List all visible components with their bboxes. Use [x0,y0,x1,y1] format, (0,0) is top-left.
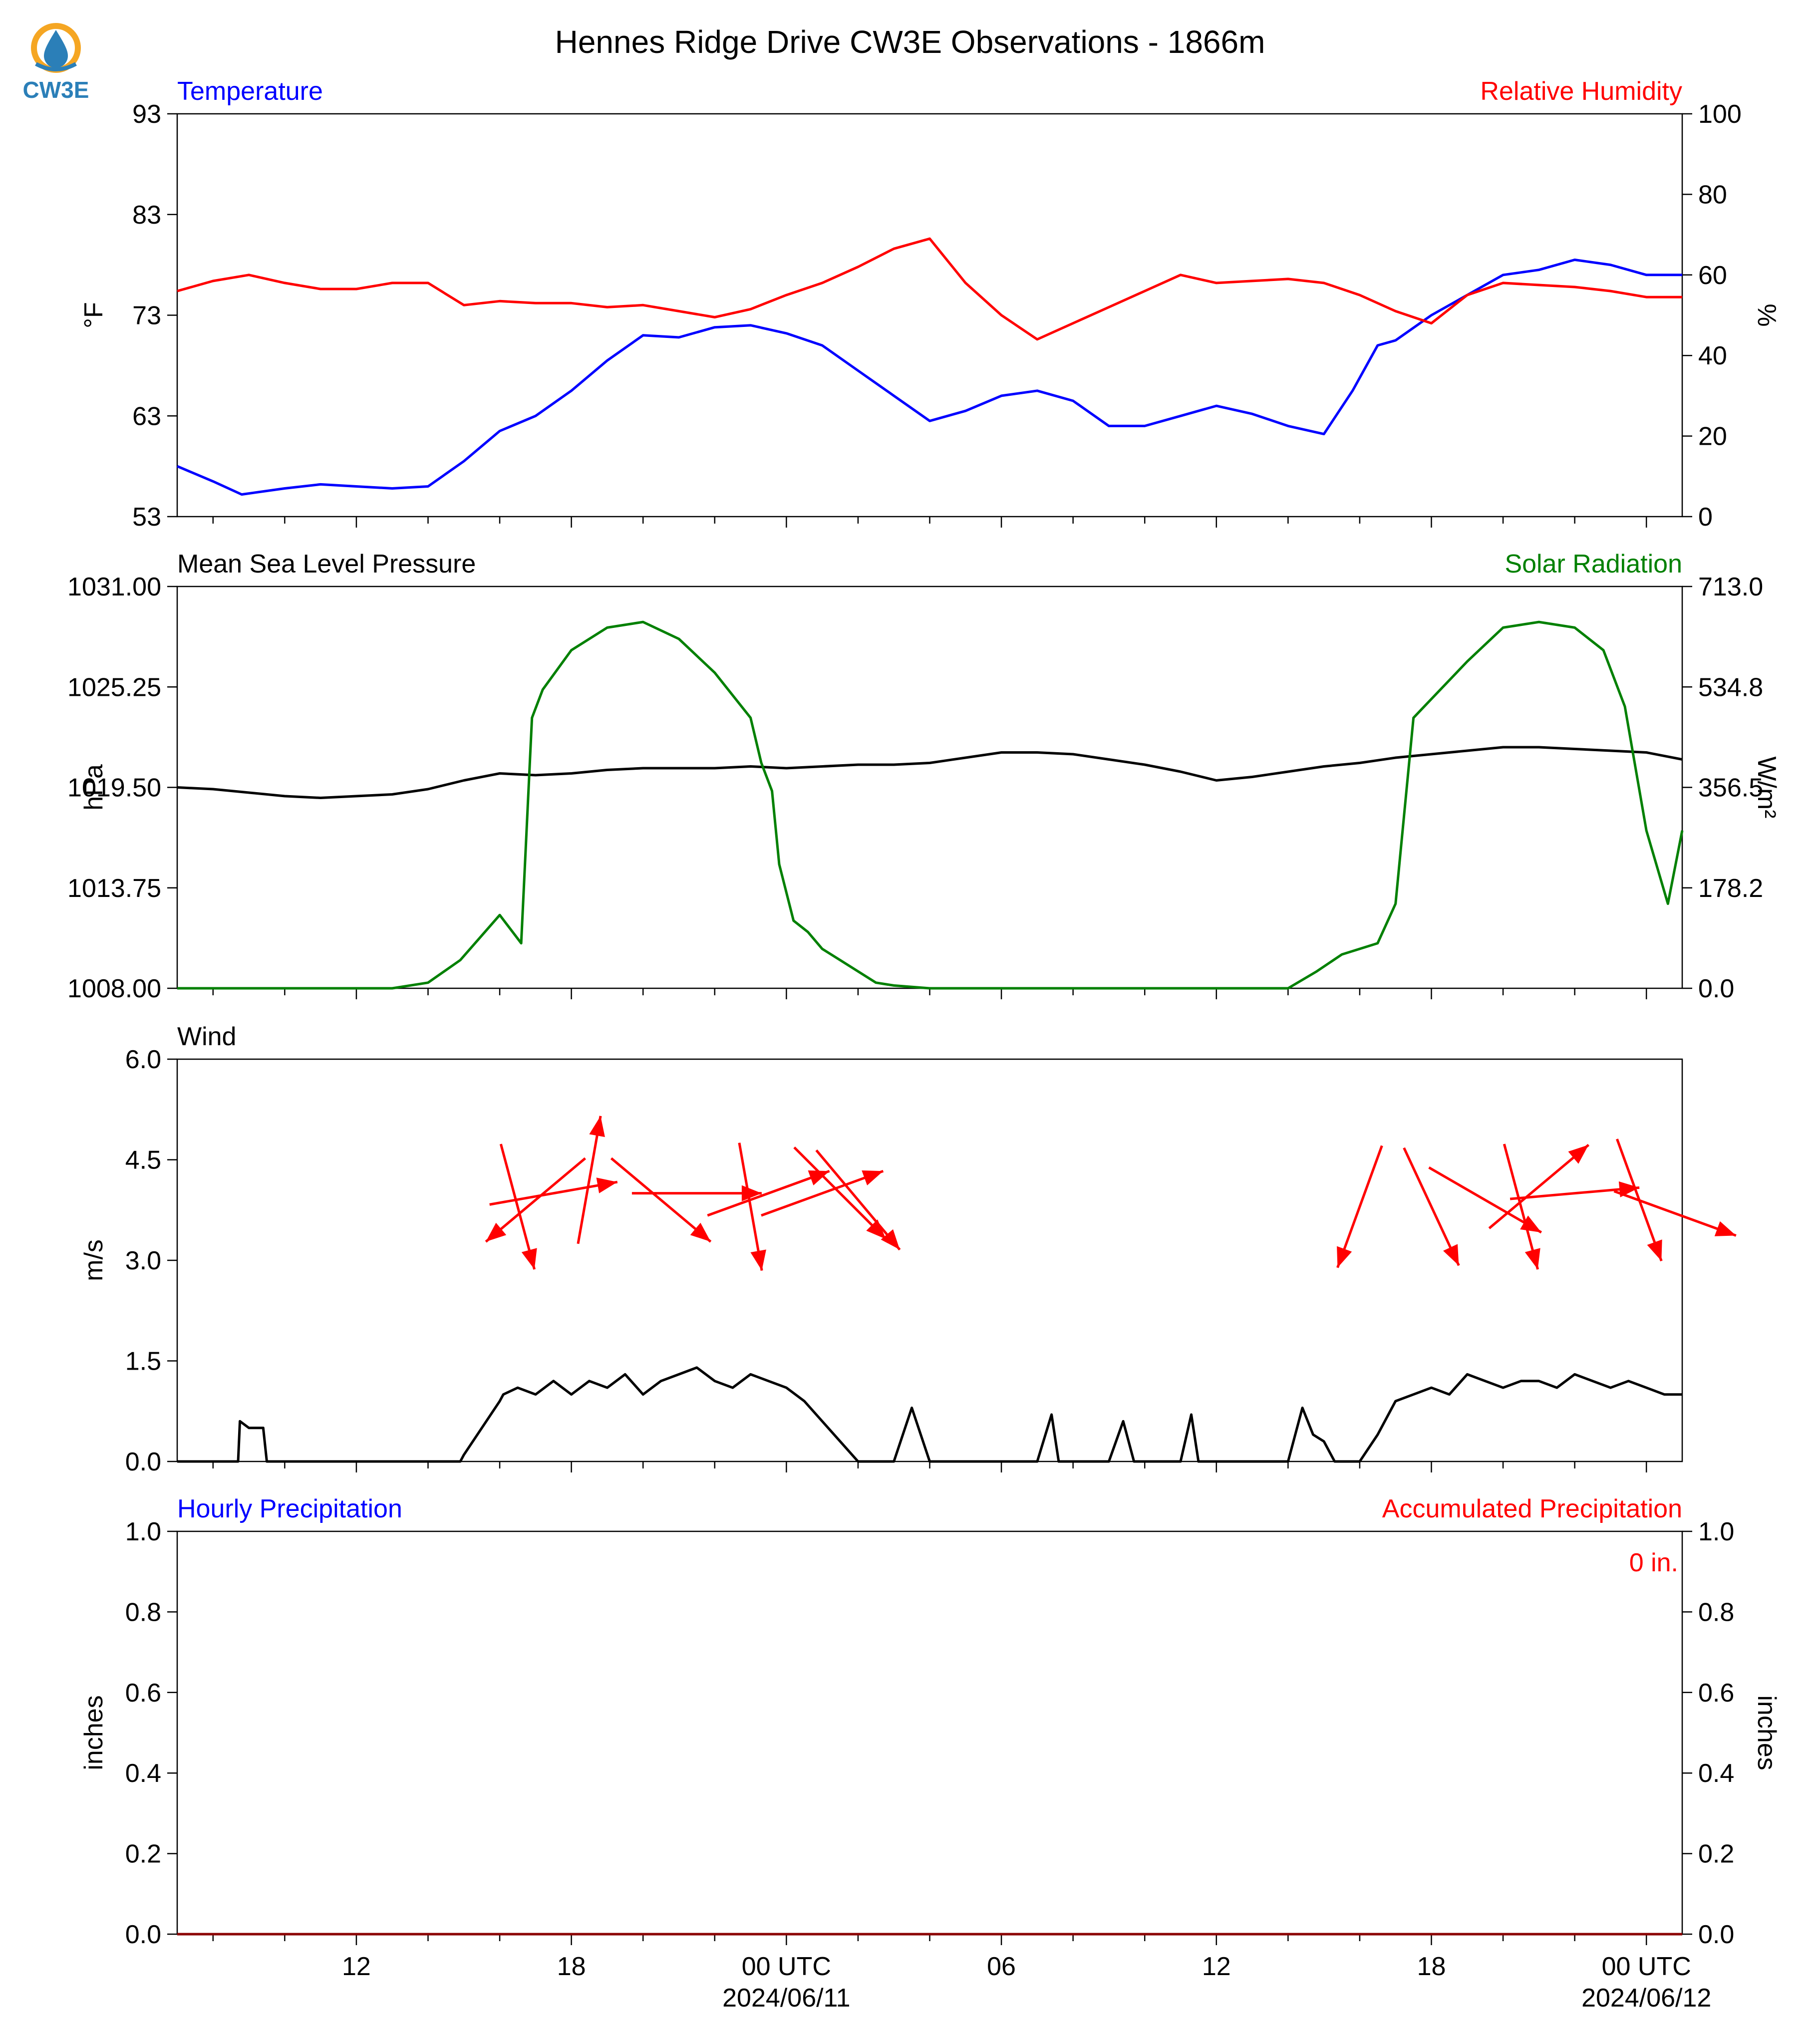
y-tick-label: 1019.50 [67,774,161,803]
panel-1: 53 63 73 83 93 0 20 40 60 80 100 °F % Temperature Rela… [79,77,1781,532]
y-tick-label: 1013.75 [67,874,161,903]
wind-arrow [707,1169,830,1217]
y2-tick-label: 20 [1698,422,1727,451]
y2-tick-label: 1.0 [1698,1517,1734,1546]
y2-tick-label: 0 [1698,503,1713,532]
y-tick-label: 53 [132,503,161,532]
x-tick-label: 12 [1202,1952,1231,1981]
y2-tick-label: 356.5 [1698,774,1763,803]
panel-right-label: Accumulated Precipitation [1382,1494,1682,1523]
y-tick-label: 93 [132,100,161,129]
y2-tick-label: 0.8 [1698,1598,1734,1627]
x-tick-label: 06 [987,1952,1016,1981]
panel-right-label: Solar Radiation [1505,550,1682,579]
y2-tick-label: 40 [1698,341,1727,370]
wind-arrow [485,1157,587,1243]
x-tick-label: 18 [557,1952,586,1981]
y-tick-label: 1025.25 [67,673,161,702]
x-tick-label: 18 [1417,1952,1446,1981]
panel-left-label: Wind [177,1022,236,1051]
panel-3: 0.0 1.5 3.0 4.5 6.0 m/s Wind [79,1022,1737,1476]
y-tick-label: 0.0 [125,1448,161,1476]
wind-arrow [761,1169,884,1217]
y-tick-label: 1.5 [125,1347,161,1376]
panel-left-label: Mean Sea Level Pressure [177,550,476,579]
panel-2: 1008.00 1013.75 1019.50 1025.25 1031.00 0.0 17… [67,550,1781,1003]
x-tick-label: 12 [342,1952,371,1981]
wind-arrow [499,1144,537,1270]
y-axis-title: hPa [79,764,108,811]
y-tick-label: 1.0 [125,1517,161,1546]
y2-tick-label: 713.0 [1698,573,1763,601]
y-tick-label: 0.6 [125,1679,161,1708]
y-tick-label: 1031.00 [67,573,161,601]
x-tick-label: 00 UTC [1602,1952,1691,1981]
y2-tick-label: 0.2 [1698,1840,1734,1869]
panels: 53 63 73 83 93 0 20 40 60 80 100 °F % Temperature Rela… [67,77,1781,2013]
cw3e-drop-logo-icon: CW3E [23,23,89,103]
figure-title: Hennes Ridge Drive CW3E Observations - 1… [555,24,1265,60]
y2-tick-label: 0.4 [1698,1759,1734,1788]
y-tick-label: 3.0 [125,1246,161,1275]
wind-arrow [1336,1145,1383,1268]
y2-axis-title: inches [1752,1695,1781,1770]
panel-right-label: Relative Humidity [1480,77,1682,106]
wind-arrow [1403,1147,1460,1266]
y2-tick-label: 534.8 [1698,673,1763,702]
panel-left-label: Temperature [177,77,323,106]
wind-arrow [1503,1144,1540,1270]
y2-axis-title: % [1752,303,1781,326]
series-line-2 [177,620,1684,990]
y-tick-label: 0.0 [125,1920,161,1949]
y2-axis-title: W/m² [1752,756,1781,818]
series-line-1 [177,259,1682,496]
wind-arrow [1488,1144,1590,1229]
wind-arrow [1613,1190,1737,1237]
x-tick-label: 00 UTC [742,1952,831,1981]
y-tick-label: 83 [132,201,161,230]
panel-4: 0.0 0.2 0.4 0.6 0.8 1.0 0.0 0.2 0.4 0.6 0.8 1.0 inch… [79,1494,1781,1949]
y2-tick-label: 60 [1698,261,1727,290]
wind-arrow [1510,1181,1640,1200]
y2-tick-label: 178.2 [1698,874,1763,903]
y-axis-title: m/s [79,1239,108,1281]
wind-arrow [793,1146,887,1240]
accumulated-total-label: 0 in. [1629,1548,1678,1577]
y2-tick-label: 0.0 [1698,974,1734,1003]
y-tick-label: 63 [132,402,161,431]
y-tick-label: 0.8 [125,1598,161,1627]
y2-tick-label: 80 [1698,180,1727,209]
logo-text: CW3E [23,77,89,103]
y-tick-label: 0.4 [125,1759,161,1788]
y-axis-title: inches [79,1695,108,1770]
y-tick-label: 6.0 [125,1045,161,1074]
series-line-2 [177,237,1682,341]
panel-left-label: Hourly Precipitation [177,1494,402,1523]
wind-arrow [489,1177,618,1206]
y2-tick-label: 100 [1698,100,1742,129]
x-date-label: 2024/06/11 [722,1984,850,2013]
y-tick-label: 0.2 [125,1840,161,1869]
y-tick-label: 73 [132,301,161,330]
wind-arrow [815,1149,901,1251]
y2-tick-label: 0.6 [1698,1679,1734,1708]
y-axis-title: °F [79,302,108,328]
wind-arrow [1428,1166,1542,1234]
y-tick-label: 4.5 [125,1146,161,1175]
y-tick-label: 1008.00 [67,974,161,1003]
x-date-label: 2024/06/12 [1581,1984,1711,2013]
wind-arrow [738,1143,766,1271]
wind-arrow [577,1116,605,1244]
wind-arrow [610,1157,712,1243]
series-line-1 [177,746,1683,799]
y2-tick-label: 0.0 [1698,1920,1734,1949]
series-line-1 [177,1366,1682,1463]
